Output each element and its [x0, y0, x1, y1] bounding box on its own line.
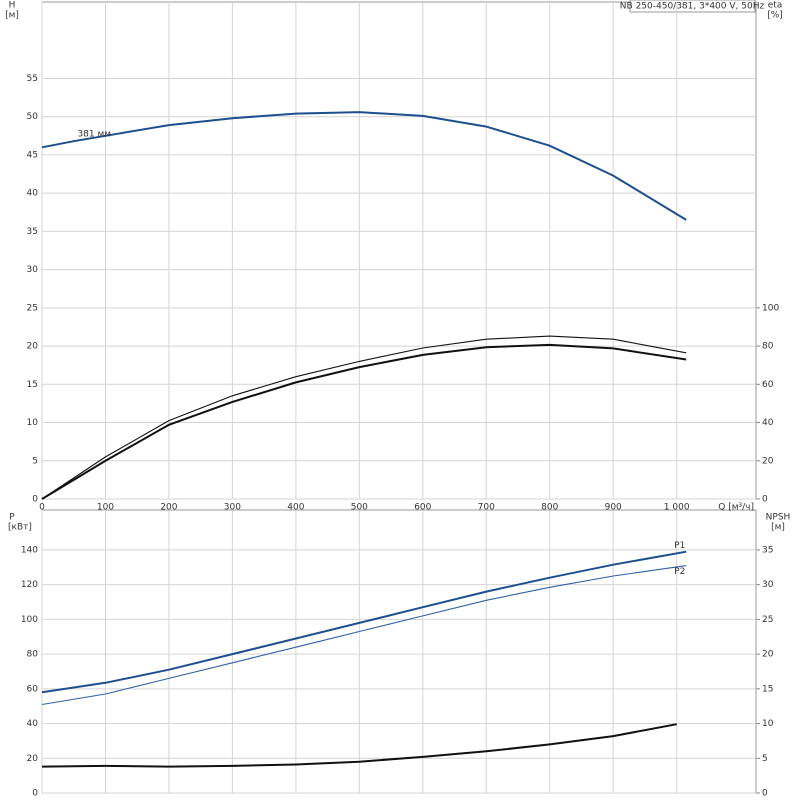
y2-tick-label: 35 — [762, 545, 773, 555]
x-tick-label: 700 — [478, 503, 495, 513]
y2-tick-label: 40 — [762, 418, 774, 428]
y2-tick-label: 20 — [762, 456, 774, 466]
y-axis-label: H — [9, 1, 16, 11]
x-tick-label: 300 — [224, 503, 241, 513]
y-axis-unit: [м] — [5, 11, 19, 21]
x-tick-label: 500 — [351, 503, 368, 513]
x-tick-label: 0 — [39, 503, 45, 513]
y2-tick-label: 0 — [762, 495, 768, 505]
plot-frame — [41, 509, 757, 794]
y-tick-label: 35 — [27, 227, 38, 237]
x-axis-label: Q [м³/ч] — [718, 503, 754, 513]
y-tick-label: 50 — [27, 112, 39, 122]
y-tick-label: 10 — [27, 418, 39, 428]
y-tick-label: 45 — [27, 150, 38, 160]
y2-tick-label: 30 — [762, 580, 774, 590]
y-tick-label: 30 — [27, 265, 39, 275]
y2-axis-unit: [%] — [767, 11, 783, 21]
curve — [41, 723, 677, 768]
y-tick-label: 0 — [32, 495, 38, 505]
y2-axis-unit: [м] — [771, 523, 785, 533]
y-tick-label: 120 — [21, 580, 38, 590]
x-tick-label: 400 — [287, 503, 304, 513]
y2-tick-label: 20 — [762, 650, 774, 660]
x-tick-label: 200 — [160, 503, 177, 513]
x-tick-label: 800 — [541, 503, 558, 513]
y2-tick-label: 5 — [762, 754, 768, 764]
y2-axis-label: NPSH — [766, 513, 791, 523]
y2-tick-label: 10 — [762, 719, 774, 729]
x-tick-label: 1 000 — [664, 503, 690, 513]
y-tick-label: 0 — [32, 789, 38, 799]
curve-label: P1 — [674, 541, 685, 551]
y2-tick-label: 60 — [762, 380, 774, 390]
curve — [41, 335, 687, 500]
y-tick-label: 55 — [27, 74, 38, 84]
x-tick-label: 900 — [605, 503, 622, 513]
curve — [41, 550, 687, 694]
y-axis-unit: [кВт] — [8, 523, 32, 533]
curve — [41, 565, 687, 706]
y-tick-label: 20 — [27, 342, 39, 352]
curve-label: 381 мм — [77, 129, 111, 139]
y-tick-label: 5 — [32, 456, 38, 466]
y2-tick-label: 80 — [762, 342, 774, 352]
y2-axis-label: eta — [768, 1, 783, 11]
chart-title: NB 250-450/381, 3*400 V, 50Hz — [620, 2, 765, 12]
x-tick-label: 100 — [97, 503, 114, 513]
y-tick-label: 15 — [27, 380, 38, 390]
x-tick-label: 600 — [414, 503, 431, 513]
y2-tick-label: 100 — [762, 303, 779, 313]
curve-label: P2 — [674, 567, 685, 577]
y-axis-label: P — [9, 513, 15, 523]
y-tick-label: 140 — [21, 545, 38, 555]
curve — [41, 343, 687, 500]
y-tick-label: 25 — [27, 303, 38, 313]
y-tick-label: 80 — [27, 650, 39, 660]
y2-tick-label: 25 — [762, 615, 773, 625]
title-box — [629, 0, 756, 13]
plot-frame — [41, 1, 757, 500]
curve — [41, 111, 687, 221]
y-tick-label: 20 — [27, 754, 39, 764]
y-tick-label: 40 — [27, 719, 39, 729]
y-tick-label: 40 — [27, 189, 39, 199]
y2-tick-label: 15 — [762, 684, 773, 694]
y-tick-label: 100 — [21, 615, 38, 625]
y2-tick-label: 0 — [762, 789, 768, 799]
y-tick-label: 60 — [27, 684, 39, 694]
